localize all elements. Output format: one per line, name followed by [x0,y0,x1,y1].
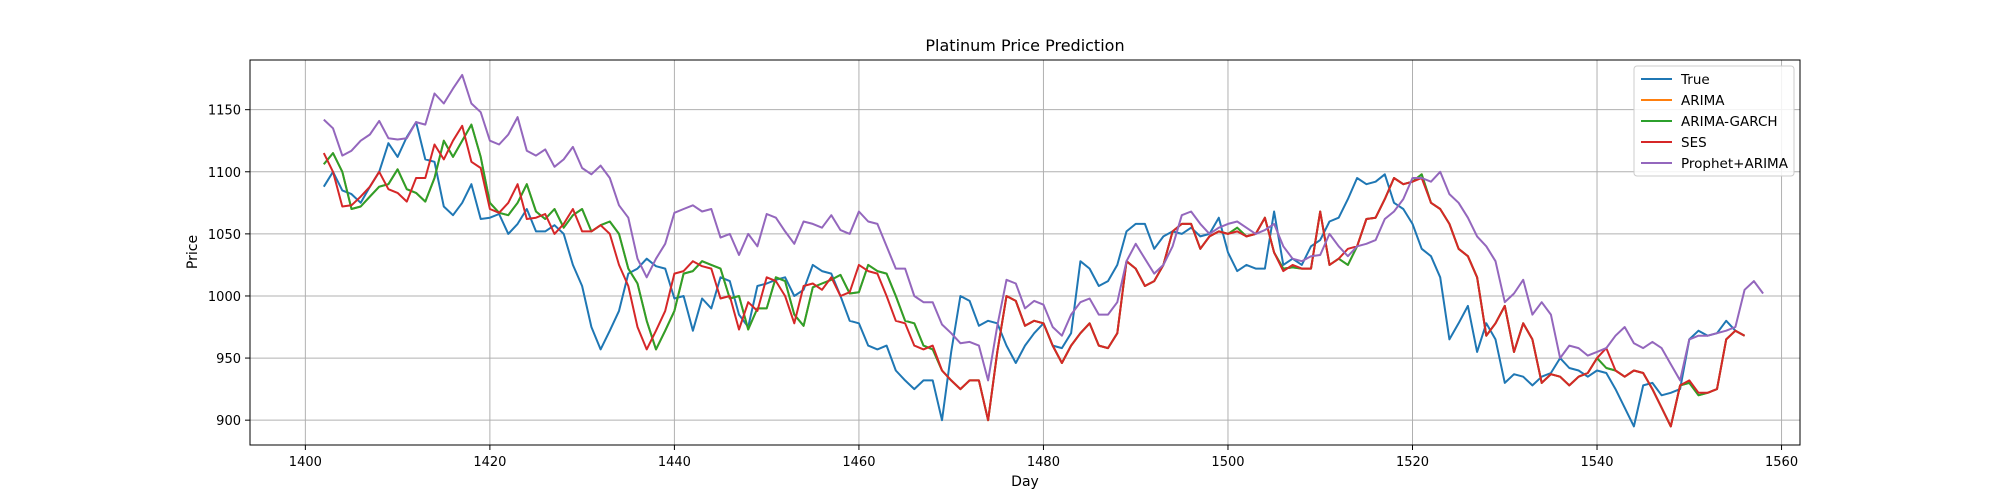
y-axis-label: Price [185,235,201,269]
series-line-ses [322,124,1746,428]
y-tick-label: 950 [216,352,241,367]
x-tick-label: 1520 [1396,455,1429,470]
x-tick-label: 1460 [842,455,875,470]
chart-title: Platinum Price Prediction [925,36,1124,55]
x-tick-label: 1420 [473,455,506,470]
x-tick-label: 1480 [1027,455,1060,470]
x-tick-label: 1400 [289,455,322,470]
y-tick-label: 1050 [208,228,241,243]
x-axis-label: Day [1011,474,1039,490]
y-tick-label: 1150 [208,104,241,119]
series-line-true [322,121,1746,428]
y-tick-label: 900 [216,414,241,429]
legend: True ARIMA ARIMA-GARCH SES Prophet+ARIMA [1633,65,1795,177]
x-tick-label: 1440 [658,455,691,470]
y-tick-label: 1000 [208,290,241,305]
x-tick-label: 1560 [1765,455,1798,470]
x-tick-label: 1500 [1211,455,1244,470]
legend-box [1633,65,1795,177]
series-lines [322,73,1764,428]
series-line-prophet-arima [323,73,1764,382]
axis-ticks: 1400 1420 1440 1460 1480 1500 1520 1540 1560 900 9… [208,104,1798,470]
legend-label-prophet-arima: Prophet+ARIMA [1681,156,1789,172]
legend-label-true: True [1680,72,1710,88]
legend-label-ses: SES [1681,135,1707,151]
legend-label-arima: ARIMA [1681,93,1725,109]
plot-frame [249,59,1801,446]
legend-label-arima-garch: ARIMA-GARCH [1681,114,1778,130]
y-tick-label: 1100 [208,166,241,181]
x-tick-label: 1540 [1580,455,1613,470]
